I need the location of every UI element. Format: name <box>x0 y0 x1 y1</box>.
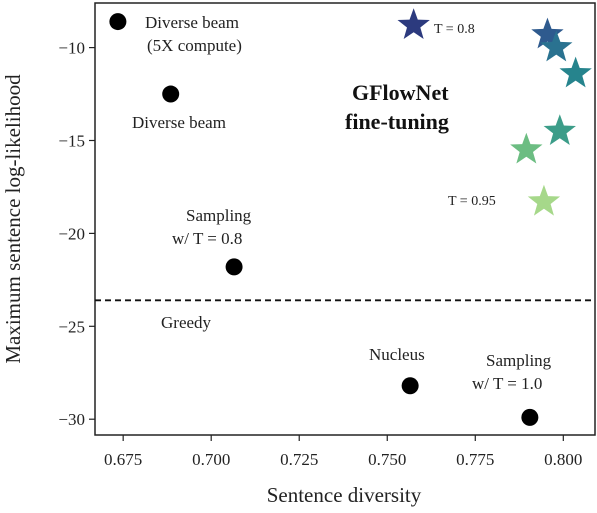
label-diverse-beam-5x-line1: Diverse beam <box>145 13 239 32</box>
y-axis-label: Maximum sentence log-likelihood <box>1 74 25 364</box>
label-sampling-08-line1: Sampling <box>186 206 252 225</box>
label-gflownet-line2: fine-tuning <box>345 109 449 134</box>
baseline-point <box>521 408 539 426</box>
gflownet-star <box>510 132 543 164</box>
label-gflownet-line1: GFlowNet <box>352 80 449 105</box>
y-tick-label: −25 <box>58 317 85 336</box>
plot-frame <box>94 2 596 436</box>
gflownet-star <box>397 8 430 40</box>
label-temperature-08: T = 0.8 <box>434 22 475 37</box>
x-tick-label: 0.700 <box>192 450 230 469</box>
label-diverse-beam: Diverse beam <box>132 113 226 132</box>
label-sampling-10-line2: w/ T = 1.0 <box>472 374 542 393</box>
gflownet-star <box>543 114 576 145</box>
x-tick-label: 0.675 <box>104 450 142 469</box>
x-tick-label: 0.775 <box>456 450 494 469</box>
baseline-point <box>162 85 180 103</box>
label-sampling-08-line2: w/ T = 0.8 <box>172 229 242 248</box>
gflownet-star <box>540 30 573 62</box>
label-temperature-095: T = 0.95 <box>448 194 496 209</box>
baseline-point <box>225 258 243 276</box>
y-tick-label: −10 <box>58 39 85 58</box>
gflownet-star <box>527 184 561 216</box>
gflownet-star <box>559 56 592 88</box>
x-ticks: 0.675 0.700 0.725 0.750 0.775 0.800 <box>104 435 582 469</box>
x-tick-label: 0.800 <box>544 450 582 469</box>
baseline-point <box>401 377 419 395</box>
baseline-points <box>109 13 539 426</box>
x-axis-label: Sentence diversity <box>267 483 422 507</box>
label-diverse-beam-5x-line2: (5X compute) <box>147 36 242 55</box>
label-nucleus: Nucleus <box>369 345 425 364</box>
gflownet-stars <box>397 8 592 216</box>
gflownet-star <box>531 17 564 49</box>
label-sampling-10-line1: Sampling <box>486 351 552 370</box>
y-ticks: −10 −15 −20 −25 −30 <box>58 39 95 429</box>
x-tick-label: 0.750 <box>368 450 406 469</box>
baseline-point <box>109 13 127 31</box>
y-tick-label: −30 <box>58 410 85 429</box>
x-tick-label: 0.725 <box>280 450 318 469</box>
y-tick-label: −15 <box>58 131 85 150</box>
label-greedy: Greedy <box>161 313 212 332</box>
y-tick-label: −20 <box>58 224 85 243</box>
